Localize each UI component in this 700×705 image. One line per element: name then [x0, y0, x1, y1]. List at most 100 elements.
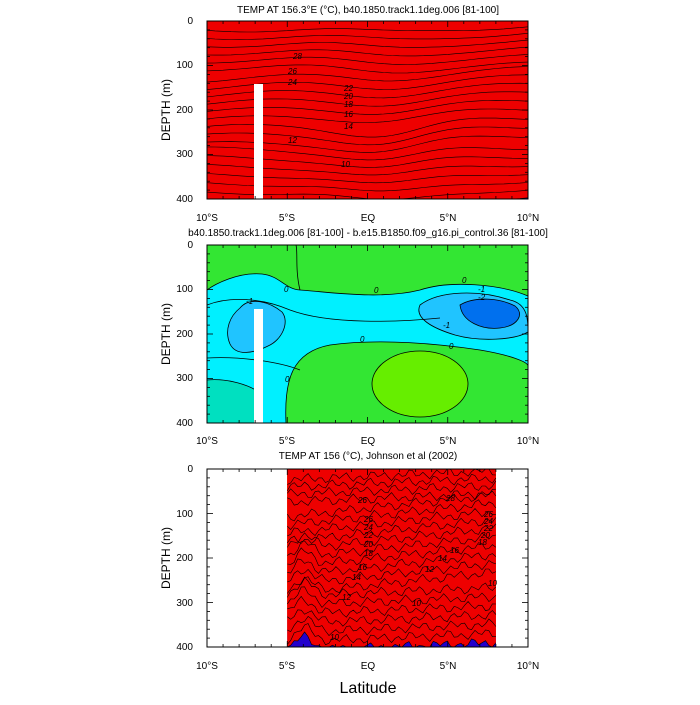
contour-line [287, 488, 496, 506]
contour-line [287, 552, 497, 576]
contour-line [206, 61, 529, 74]
contour-label: 28 [292, 52, 302, 61]
contour-label: 0 [462, 276, 467, 285]
contour-line [287, 568, 497, 594]
x-tick-label: 10°N [517, 661, 539, 672]
diff-region-positive-core [372, 351, 468, 417]
y-tick-label: 400 [176, 642, 193, 653]
contour-line [287, 480, 497, 498]
contour-label: 22 [363, 531, 373, 540]
y-tick-label: 300 [176, 598, 193, 609]
contour-line [287, 473, 497, 491]
contour-label: 24 [363, 523, 373, 532]
contour-label: 20 [363, 540, 373, 549]
y-tick-label: 100 [176, 60, 193, 71]
diff-region-negative-north-core [460, 299, 520, 329]
diff-region-positive-top [207, 245, 528, 296]
panel-2-title: b40.1850.track1.1deg.006 [81-100] - b.e1… [188, 228, 548, 239]
y-tick-label: 300 [176, 149, 193, 160]
x-tick-label: EQ [361, 213, 376, 224]
panel-3-contours [287, 468, 497, 648]
contour-line [206, 273, 529, 297]
contour-label: 16 [344, 110, 353, 119]
y-tick-label: 200 [176, 329, 193, 340]
contour-label: 26 [357, 496, 367, 505]
contour-line [287, 499, 497, 530]
panel-1-missing-column [254, 84, 263, 199]
y-tick-label: 0 [187, 464, 193, 475]
contour-line [287, 560, 496, 585]
y-tick-label: 400 [176, 194, 193, 205]
contour-line [206, 26, 529, 33]
y-tick-label: 200 [176, 105, 193, 116]
x-tick-label: 10°S [196, 661, 218, 672]
panel-3-temperature-band [287, 469, 496, 647]
contour-line [287, 508, 496, 537]
contour-label: 10 [341, 160, 350, 169]
contour-line [287, 623, 496, 646]
x-tick-label: 10°N [517, 213, 539, 224]
contour-label: 0 [360, 335, 365, 344]
contour-label: -1 [246, 297, 253, 306]
contour-label: 24 [483, 517, 493, 526]
y-tick-label: 300 [176, 373, 193, 384]
contour-label: 18 [364, 549, 373, 558]
x-tick-label: 5°N [440, 436, 457, 447]
x-tick-label: 5°N [440, 213, 457, 224]
contour-label: 12 [342, 593, 351, 602]
panel-1-contour-labels: 28 26 24 22 20 18 16 14 12 10 [287, 52, 353, 169]
contour-label: 26 [287, 67, 297, 76]
contour-line [206, 299, 441, 322]
panel-2-contours [206, 244, 529, 424]
contour-label: 26 [363, 515, 373, 524]
contour-label: 20 [480, 531, 490, 540]
contour-label: 26 [483, 510, 493, 519]
contour-line [206, 39, 529, 48]
contour-label: 28 [445, 494, 455, 503]
contour-line [287, 490, 497, 522]
x-axis-title: Latitude [340, 680, 397, 697]
contour-line [206, 74, 529, 90]
y-tick-label: 0 [187, 16, 193, 27]
contour-line [287, 468, 496, 485]
x-tick-label: 5°S [279, 436, 296, 447]
x-tick-label: 10°S [196, 213, 218, 224]
panel-2: b40.1850.track1.1deg.006 [81-100] - b.e1… [159, 228, 548, 447]
x-tick-label: EQ [361, 661, 376, 672]
contour-label: 16 [358, 563, 367, 572]
contour-line [287, 523, 497, 551]
contour-label: 24 [287, 78, 297, 87]
contour-label: 22 [483, 524, 493, 533]
contour-label: 12 [425, 565, 434, 574]
x-tick-label: 10°N [517, 436, 539, 447]
x-tick-label: 10°S [196, 436, 218, 447]
contour-line [285, 341, 529, 424]
panel-3-title: TEMP AT 156 (°C), Johnson et al (2002) [279, 451, 458, 462]
x-tick-label: 5°S [279, 661, 296, 672]
contour-line [287, 595, 496, 618]
contour-line [287, 517, 497, 544]
contour-label: 12 [288, 136, 297, 145]
y-tick-label: 400 [176, 418, 193, 429]
panel-1: TEMP AT 156.3°E (°C), b40.1850.track1.1d… [159, 5, 539, 224]
x-tick-label: EQ [361, 436, 376, 447]
panel-1-title: TEMP AT 156.3°E (°C), b40.1850.track1.1d… [237, 5, 499, 16]
contour-label: 14 [344, 122, 353, 131]
contour-label: 10 [412, 599, 421, 608]
contour-line [295, 244, 301, 291]
contour-label: -2 [478, 293, 486, 302]
contour-label: 0 [284, 285, 289, 294]
y-tick-label: 0 [187, 240, 193, 251]
contour-label: 0 [285, 375, 290, 384]
contour-line [206, 66, 529, 83]
contour-label: 18 [478, 538, 487, 547]
contour-line [206, 46, 529, 57]
contour-line [287, 615, 497, 637]
contour-line [206, 33, 529, 40]
contour-label: -1 [478, 285, 485, 294]
x-tick-label: 5°S [279, 213, 296, 224]
contour-line [371, 350, 469, 418]
panel-2-ticks [206, 244, 529, 424]
contour-label: 16 [450, 546, 459, 555]
contour-label: 14 [438, 554, 447, 563]
